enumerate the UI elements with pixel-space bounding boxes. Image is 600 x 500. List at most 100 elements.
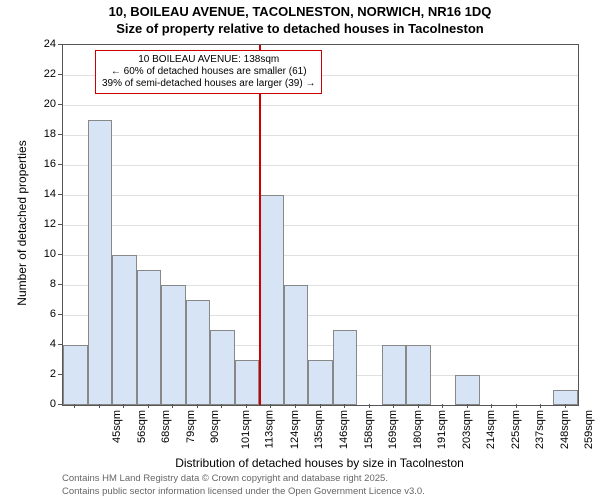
histogram-bar bbox=[112, 255, 137, 405]
ytick-mark bbox=[58, 134, 62, 135]
annotation-line: 10 BOILEAU AVENUE: 138sqm bbox=[102, 54, 315, 66]
chart-title-2: Size of property relative to detached ho… bbox=[0, 21, 600, 36]
ytick-mark bbox=[58, 164, 62, 165]
ytick-label: 8 bbox=[34, 278, 56, 290]
gridline bbox=[63, 225, 578, 226]
ytick-mark bbox=[58, 44, 62, 45]
ytick-mark bbox=[58, 374, 62, 375]
xtick-label: 124sqm bbox=[289, 410, 301, 449]
xtick-label: 146sqm bbox=[338, 410, 350, 449]
histogram-bar bbox=[259, 195, 284, 405]
ytick-label: 6 bbox=[34, 308, 56, 320]
xtick-mark bbox=[221, 404, 222, 408]
ytick-label: 20 bbox=[34, 98, 56, 110]
ytick-mark bbox=[58, 344, 62, 345]
xtick-mark bbox=[270, 404, 271, 408]
xtick-label: 56sqm bbox=[136, 410, 148, 443]
xtick-mark bbox=[123, 404, 124, 408]
xtick-mark bbox=[442, 404, 443, 408]
ytick-label: 16 bbox=[34, 158, 56, 170]
xtick-label: 214sqm bbox=[485, 410, 497, 449]
histogram-bar bbox=[553, 390, 578, 405]
xtick-mark bbox=[320, 404, 321, 408]
xtick-mark bbox=[369, 404, 370, 408]
ytick-mark bbox=[58, 224, 62, 225]
histogram-bar bbox=[186, 300, 211, 405]
xtick-label: 248sqm bbox=[559, 410, 571, 449]
annotation-line: ← 60% of detached houses are smaller (61… bbox=[102, 66, 315, 78]
ytick-mark bbox=[58, 404, 62, 405]
chart-title-1: 10, BOILEAU AVENUE, TACOLNESTON, NORWICH… bbox=[0, 4, 600, 19]
xtick-label: 135sqm bbox=[314, 410, 326, 449]
xtick-mark bbox=[516, 404, 517, 408]
ytick-label: 14 bbox=[34, 188, 56, 200]
ytick-mark bbox=[58, 314, 62, 315]
xtick-mark bbox=[540, 404, 541, 408]
highlight-line bbox=[259, 45, 261, 405]
ytick-mark bbox=[58, 194, 62, 195]
gridline bbox=[63, 165, 578, 166]
gridline bbox=[63, 195, 578, 196]
xtick-label: 45sqm bbox=[111, 410, 123, 443]
xtick-label: 259sqm bbox=[583, 410, 595, 449]
xtick-mark bbox=[393, 404, 394, 408]
ytick-label: 24 bbox=[34, 38, 56, 50]
xtick-mark bbox=[99, 404, 100, 408]
gridline bbox=[63, 255, 578, 256]
ytick-label: 12 bbox=[34, 218, 56, 230]
xtick-mark bbox=[172, 404, 173, 408]
xtick-label: 68sqm bbox=[160, 410, 172, 443]
gridline bbox=[63, 135, 578, 136]
xtick-label: 90sqm bbox=[209, 410, 221, 443]
histogram-bar bbox=[161, 285, 186, 405]
y-axis-label: Number of detached properties bbox=[15, 73, 29, 373]
chart-container: 10, BOILEAU AVENUE, TACOLNESTON, NORWICH… bbox=[0, 0, 600, 500]
xtick-label: 180sqm bbox=[412, 410, 424, 449]
ytick-label: 2 bbox=[34, 368, 56, 380]
xtick-mark bbox=[74, 404, 75, 408]
gridline bbox=[63, 105, 578, 106]
ytick-mark bbox=[58, 74, 62, 75]
ytick-label: 0 bbox=[34, 398, 56, 410]
histogram-bar bbox=[308, 360, 333, 405]
annotation-box: 10 BOILEAU AVENUE: 138sqm← 60% of detach… bbox=[95, 50, 322, 94]
xtick-label: 225sqm bbox=[510, 410, 522, 449]
xtick-label: 237sqm bbox=[534, 410, 546, 449]
ytick-label: 10 bbox=[34, 248, 56, 260]
xtick-mark bbox=[197, 404, 198, 408]
histogram-bar bbox=[382, 345, 407, 405]
xtick-label: 113sqm bbox=[264, 410, 276, 448]
ytick-mark bbox=[58, 254, 62, 255]
xtick-mark bbox=[565, 404, 566, 408]
footer-line-2: Contains public sector information licen… bbox=[62, 486, 425, 497]
ytick-mark bbox=[58, 104, 62, 105]
footer-line-1: Contains HM Land Registry data © Crown c… bbox=[62, 473, 388, 484]
x-axis-label: Distribution of detached houses by size … bbox=[62, 456, 577, 470]
xtick-mark bbox=[148, 404, 149, 408]
xtick-mark bbox=[418, 404, 419, 408]
histogram-bar bbox=[455, 375, 480, 405]
ytick-label: 22 bbox=[34, 68, 56, 80]
histogram-bar bbox=[333, 330, 358, 405]
xtick-mark bbox=[491, 404, 492, 408]
histogram-bar bbox=[210, 330, 235, 405]
xtick-mark bbox=[467, 404, 468, 408]
histogram-bar bbox=[284, 285, 309, 405]
ytick-label: 18 bbox=[34, 128, 56, 140]
histogram-bar bbox=[63, 345, 88, 405]
xtick-label: 101sqm bbox=[240, 410, 252, 449]
histogram-bar bbox=[406, 345, 431, 405]
xtick-mark bbox=[295, 404, 296, 408]
ytick-label: 4 bbox=[34, 338, 56, 350]
xtick-label: 79sqm bbox=[185, 410, 197, 443]
xtick-mark bbox=[344, 404, 345, 408]
ytick-mark bbox=[58, 284, 62, 285]
xtick-mark bbox=[246, 404, 247, 408]
xtick-label: 191sqm bbox=[436, 410, 448, 449]
xtick-label: 158sqm bbox=[363, 410, 375, 449]
histogram-bar bbox=[88, 120, 113, 405]
xtick-label: 203sqm bbox=[461, 410, 473, 449]
xtick-label: 169sqm bbox=[387, 410, 399, 449]
plot-area bbox=[62, 44, 579, 406]
histogram-bar bbox=[137, 270, 162, 405]
